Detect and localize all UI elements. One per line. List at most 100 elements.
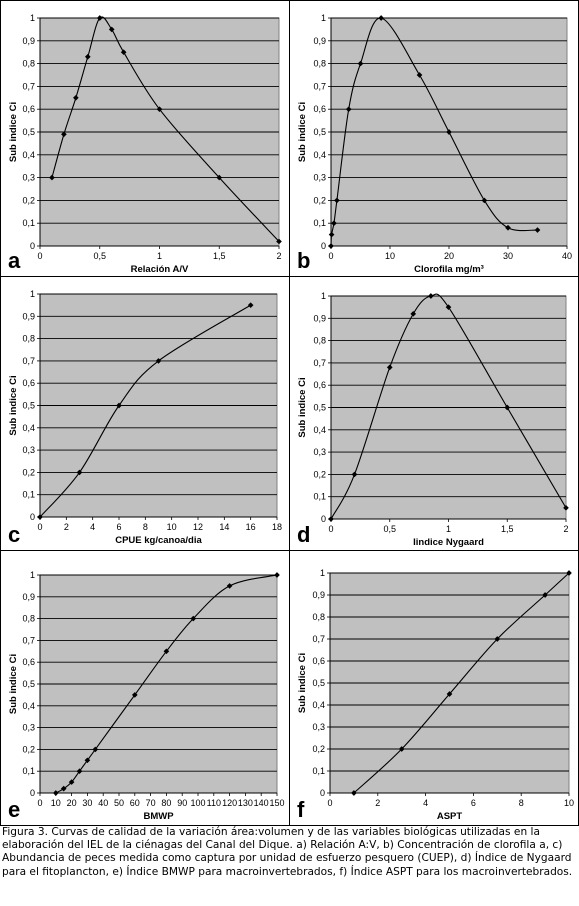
y-tick-label: 0,2	[313, 195, 326, 205]
y-tick-label: 0,5	[312, 678, 325, 688]
x-tick-label: 2	[276, 251, 281, 261]
y-tick-label: 0,1	[22, 218, 35, 228]
x-tick-label: 150	[269, 798, 284, 808]
x-tick-label: 120	[222, 798, 237, 808]
y-tick-label: 0	[30, 512, 35, 522]
x-axis-label: BMWP	[143, 811, 174, 822]
data-point	[446, 691, 453, 697]
x-tick-label: 30	[82, 798, 92, 808]
data-point	[274, 572, 280, 578]
y-tick-label: 0,2	[312, 744, 325, 754]
x-tick-label: 6	[471, 798, 476, 808]
data-point	[131, 692, 138, 698]
x-tick-label: 8	[519, 798, 524, 808]
y-tick-label: 0,6	[22, 378, 35, 388]
x-tick-label: 30	[503, 251, 513, 261]
y-tick-label: 0,9	[22, 592, 35, 602]
data-point	[37, 514, 43, 520]
y-tick-label: 0	[30, 788, 35, 798]
data-point	[386, 364, 393, 371]
x-tick-label: 4	[423, 798, 428, 808]
data-point	[416, 72, 423, 78]
x-tick-label: 10	[564, 798, 574, 808]
data-point	[76, 469, 83, 476]
y-tick-label: 0,9	[22, 36, 35, 46]
x-tick-label: 140	[254, 798, 269, 808]
y-tick-label: 0,4	[22, 701, 35, 711]
y-tick-label: 0,2	[313, 469, 326, 479]
y-tick-label: 1	[30, 289, 35, 299]
y-tick-label: 0,9	[312, 590, 325, 600]
y-tick-label: 0,6	[313, 104, 326, 114]
x-tick-label: 100	[190, 798, 205, 808]
y-tick-label: 0,8	[313, 59, 326, 69]
y-tick-label: 0,4	[313, 150, 326, 160]
y-tick-label: 0,1	[312, 766, 325, 776]
y-tick-label: 1	[30, 13, 35, 23]
y-tick-label: 0,8	[22, 59, 35, 69]
y-axis-label: Sub indice Ci	[297, 102, 308, 162]
x-tick-label: 80	[161, 798, 171, 808]
x-tick-label: 110	[207, 798, 221, 808]
data-point	[494, 636, 501, 642]
y-tick-label: 0,5	[22, 127, 35, 137]
chart-panel-f: 0 0,1 0,2 0,3 0,4 0,5 0,6 0,7 0,8 0,9 1 0 2 4 6 8 10 ASPT…	[289, 550, 579, 826]
x-tick-label: 40	[98, 798, 108, 808]
x-tick-label: 6	[116, 522, 121, 532]
x-tick-label: 2	[64, 522, 69, 532]
data-point	[398, 746, 405, 752]
y-axis-label: Sub indice Ci	[8, 102, 19, 162]
x-tick-label: 0	[37, 522, 42, 532]
y-axis-label: Sub indice Ci	[297, 377, 308, 437]
y-tick-label: 0,3	[313, 447, 326, 457]
y-tick-label: 0	[30, 241, 35, 251]
data-point	[68, 779, 75, 785]
y-tick-label: 0,3	[22, 445, 35, 455]
x-tick-label: 10	[167, 522, 177, 532]
x-tick-label: 14	[219, 522, 229, 532]
y-tick-label: 0,7	[22, 81, 35, 91]
y-tick-label: 0,1	[313, 492, 326, 502]
data-point	[534, 227, 541, 233]
x-tick-label: 20	[444, 251, 454, 261]
data-point	[276, 238, 282, 245]
chart-panel-b: 0 0,1 0,2 0,3 0,4 0,5 0,6 0,7 0,8 0,9 1 0 10 20 30 40 Cl…	[289, 0, 579, 277]
y-tick-label: 0	[320, 788, 325, 798]
x-axis-label: ASPT	[437, 811, 463, 822]
y-tick-label: 1	[320, 568, 325, 578]
y-tick-label: 0,5	[313, 403, 326, 413]
y-tick-label: 0,9	[22, 311, 35, 321]
x-tick-label: 0	[37, 251, 42, 261]
data-point	[52, 790, 59, 796]
data-point	[446, 129, 452, 135]
y-tick-label: 0,2	[22, 467, 35, 477]
panel-letter: e	[8, 797, 21, 822]
x-axis-label: Iindice Nygaard	[413, 537, 484, 548]
data-point	[566, 570, 572, 576]
x-tick-label: 20	[67, 798, 77, 808]
y-tick-label: 0,7	[313, 358, 326, 368]
y-axis-label: Sub indice Ci	[297, 653, 308, 713]
chart-panel-a: 0 0,1 0,2 0,3 0,4 0,5 0,6 0,7 0,8 0,9 1 0 0,5 1 1,5 2 Re…	[0, 0, 290, 277]
y-tick-label: 0,7	[312, 634, 325, 644]
y-tick-label: 0,9	[313, 36, 326, 46]
y-tick-label: 0,4	[22, 423, 35, 433]
panel-letter: d	[297, 522, 311, 547]
x-tick-label: 16	[246, 522, 256, 532]
data-point	[504, 404, 511, 411]
data-point	[351, 790, 357, 796]
y-tick-label: 0,7	[22, 635, 35, 645]
y-tick-label: 0,1	[313, 218, 326, 228]
x-tick-label: 1,5	[501, 524, 514, 534]
y-tick-label: 0,3	[313, 173, 326, 183]
y-tick-label: 0,6	[22, 657, 35, 667]
chart-svg-e: 00,10,20,30,40,50,60,70,80,910 10 20 30 40 50…	[8, 570, 285, 822]
y-tick-label: 0,1	[22, 490, 35, 500]
y-tick-label: 1	[321, 13, 326, 23]
y-tick-label: 0,4	[312, 700, 325, 710]
y-tick-label: 1	[321, 291, 326, 301]
chart-panel-c: 0 0,1 0,2 0,3 0,4 0,5 0,6 0,7 0,8 0,9 1 0 2 4 6 8 10 12 14…	[0, 276, 290, 551]
y-tick-label: 0,6	[22, 104, 35, 114]
y-tick-label: 0,3	[312, 722, 325, 732]
y-tick-label: 0,3	[22, 723, 35, 733]
